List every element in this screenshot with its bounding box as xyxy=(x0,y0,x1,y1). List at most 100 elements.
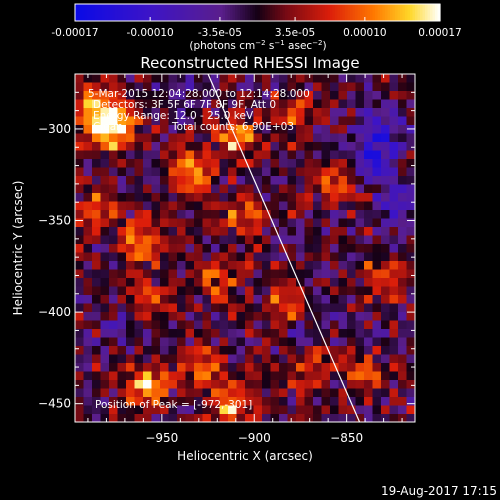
heatmap-cell xyxy=(219,261,229,270)
heatmap-cell xyxy=(126,329,135,338)
heatmap-cell xyxy=(236,269,246,279)
heatmap-cell xyxy=(321,337,331,347)
heatmap-cell xyxy=(83,363,93,372)
heatmap-cell xyxy=(83,252,93,262)
heatmap-cell xyxy=(270,312,280,321)
heatmap-cell xyxy=(194,261,203,270)
heatmap-cell xyxy=(126,218,135,228)
heatmap-cell xyxy=(160,269,169,279)
heatmap-cell xyxy=(406,320,415,330)
heatmap-cell xyxy=(177,91,186,100)
heatmap-cell xyxy=(194,388,203,398)
heatmap-cell xyxy=(381,346,390,355)
heatmap-cell xyxy=(219,405,229,415)
heatmap-cell xyxy=(100,167,110,177)
heatmap-cell xyxy=(347,261,356,270)
heatmap-cell xyxy=(117,91,127,100)
heatmap-cell xyxy=(236,201,246,211)
heatmap-cell xyxy=(304,133,314,143)
heatmap-cell xyxy=(143,184,152,194)
heatmap-cell xyxy=(406,295,415,304)
heatmap-cell xyxy=(236,329,246,338)
heatmap-cell xyxy=(219,91,229,100)
heatmap-cell xyxy=(202,286,212,296)
colorbar-swatch xyxy=(217,4,221,21)
heatmap-cell xyxy=(245,380,254,389)
heatmap-cell xyxy=(321,82,331,92)
heatmap-cell xyxy=(330,116,339,126)
heatmap-cell xyxy=(398,244,407,253)
heatmap-cell xyxy=(92,142,101,151)
heatmap-cell xyxy=(185,210,195,219)
heatmap-cell xyxy=(109,414,118,422)
heatmap-cell xyxy=(109,269,118,279)
heatmap-cell xyxy=(372,116,382,126)
heatmap-cell xyxy=(406,363,415,372)
heatmap-cell xyxy=(270,405,280,415)
heatmap-cell xyxy=(160,176,169,185)
heatmap-cell xyxy=(228,363,237,372)
colorbar-swatch xyxy=(122,4,126,21)
heatmap-cell xyxy=(279,312,288,321)
heatmap-cell xyxy=(262,405,271,415)
heatmap-cell xyxy=(143,244,152,253)
heatmap-cell xyxy=(100,150,110,160)
heatmap-cell xyxy=(287,252,297,262)
heatmap-cell xyxy=(228,82,237,92)
x-tick-label: −850 xyxy=(330,431,363,445)
heatmap-cell xyxy=(313,99,322,109)
heatmap-cell xyxy=(287,150,297,160)
heatmap-cell xyxy=(245,218,254,228)
heatmap-cell xyxy=(262,286,271,296)
heatmap-cell xyxy=(406,312,415,321)
heatmap-cell xyxy=(228,91,237,100)
heatmap-cell xyxy=(117,210,127,219)
heatmap-cell xyxy=(236,142,246,151)
heatmap-cell xyxy=(262,150,271,160)
heatmap-cell xyxy=(100,354,110,364)
heatmap-cell xyxy=(304,116,314,126)
heatmap-cell xyxy=(262,176,271,185)
heatmap-cell xyxy=(364,176,373,185)
heatmap-cell xyxy=(219,346,229,355)
heatmap-cell xyxy=(347,303,356,313)
heatmap-cell xyxy=(389,116,399,126)
heatmap-cell xyxy=(219,380,229,389)
heatmap-cell xyxy=(117,303,127,313)
heatmap-cell xyxy=(177,286,186,296)
heatmap-cell xyxy=(143,201,152,211)
heatmap-cell xyxy=(372,108,382,117)
heatmap-cell xyxy=(160,354,169,364)
heatmap-cell xyxy=(126,295,135,304)
heatmap-cell xyxy=(75,252,84,262)
heatmap-cell xyxy=(219,142,229,151)
heatmap-cell xyxy=(117,218,127,228)
colorbar-swatch xyxy=(312,4,316,21)
heatmap-cell xyxy=(406,235,415,245)
heatmap-cell xyxy=(304,244,314,253)
heatmap-cell xyxy=(109,354,118,364)
colorbar-swatch xyxy=(212,4,216,21)
heatmap-cell xyxy=(321,99,331,109)
heatmap-cell xyxy=(126,312,135,321)
heatmap-cell xyxy=(296,218,305,228)
colorbar-swatch xyxy=(140,4,144,21)
heatmap-cell xyxy=(143,218,152,228)
heatmap-cell xyxy=(279,414,288,422)
heatmap-cell xyxy=(287,201,297,211)
heatmap-cell xyxy=(262,337,271,347)
heatmap-cell xyxy=(321,201,331,211)
heatmap-cell xyxy=(126,261,135,270)
heatmap-cell xyxy=(211,397,220,406)
heatmap-cell xyxy=(83,337,93,347)
heatmap-cell xyxy=(279,320,288,330)
heatmap-cell xyxy=(168,295,178,304)
heatmap-cell xyxy=(100,201,110,211)
heatmap-cell xyxy=(304,363,314,372)
heatmap-cell xyxy=(270,201,280,211)
heatmap-cell xyxy=(202,193,212,202)
heatmap-cell xyxy=(211,354,220,364)
colorbar-swatch xyxy=(187,4,191,21)
heatmap-cell xyxy=(347,176,356,185)
heatmap-cell xyxy=(194,244,203,253)
